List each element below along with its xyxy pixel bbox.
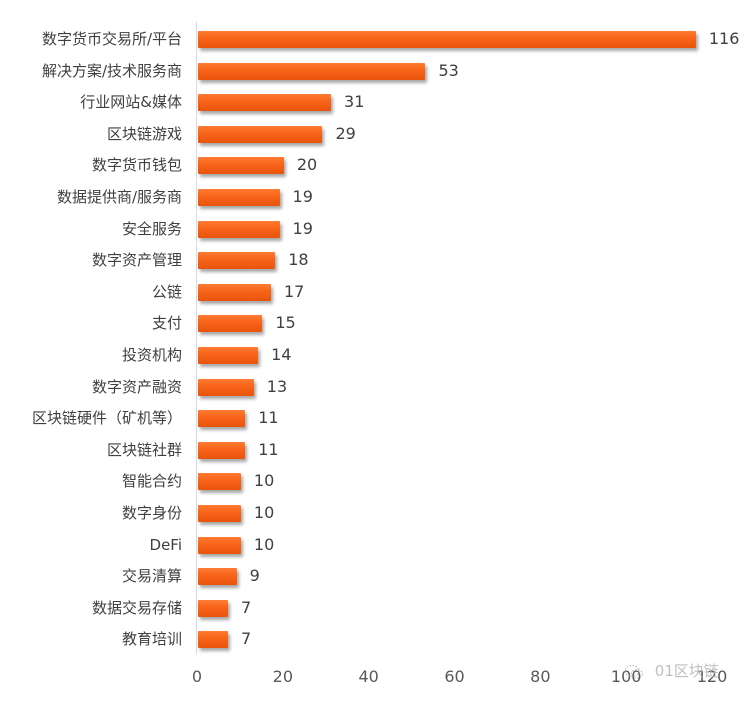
bar [198, 347, 259, 364]
category-label: 数据交易存储 [91, 598, 182, 617]
bar [198, 31, 696, 48]
value-label: 10 [253, 471, 275, 491]
bar [198, 62, 426, 80]
bar [198, 536, 241, 554]
value-label: 29 [335, 123, 356, 143]
category-label: 数字货币交易所/平台 [41, 30, 182, 48]
bar [198, 189, 280, 206]
value-label: 19 [292, 218, 313, 238]
bar [198, 125, 323, 143]
value-label: 10 [253, 503, 275, 522]
category-label: 数字资产融资 [91, 377, 182, 396]
bar [198, 252, 276, 270]
category-label: 交易清算 [121, 567, 182, 586]
x-tick-label: 0 [191, 667, 203, 686]
value-label: 10 [253, 534, 275, 554]
bar [198, 157, 284, 175]
category-label: 区块链硬件（矿机等） [31, 409, 182, 428]
y-axis-line [196, 22, 197, 654]
value-label: 31 [344, 92, 365, 112]
value-label: 9 [249, 566, 260, 586]
category-label: 数字货币钱包 [91, 156, 182, 175]
wechat-icon [624, 664, 644, 680]
category-label: 区块链社群 [106, 440, 182, 459]
x-tick-label: 40 [358, 667, 379, 686]
x-tick-label: 20 [272, 667, 294, 686]
value-label: 20 [296, 155, 318, 175]
bar [198, 568, 237, 586]
value-label: 18 [288, 250, 309, 270]
category-label: 数字身份 [121, 504, 182, 522]
category-label: 解决方案/技术服务商 [41, 61, 182, 80]
category-label: 教育培训 [121, 630, 182, 649]
value-label: 116 [708, 29, 740, 48]
bar [198, 505, 241, 522]
bar [198, 94, 332, 112]
value-label: 13 [266, 376, 288, 396]
value-label: 11 [258, 408, 279, 428]
value-label: 53 [438, 60, 459, 80]
value-label: 7 [241, 629, 252, 649]
watermark: 01区块链 [624, 660, 719, 681]
x-tick-label: 80 [530, 667, 551, 686]
bar [198, 410, 246, 428]
category-label: 数字资产管理 [91, 251, 182, 270]
bar [198, 315, 263, 333]
value-label: 19 [292, 187, 313, 206]
category-label: 投资机构 [121, 346, 182, 364]
value-label: 15 [275, 313, 296, 333]
x-tick-label: 60 [444, 667, 465, 686]
value-label: 17 [283, 281, 305, 301]
x-tick-label: 120 [696, 667, 728, 686]
bar [198, 378, 254, 396]
category-label: 公链 [151, 282, 182, 301]
category-label: 智能合约 [121, 472, 182, 491]
category-label: 安全服务 [121, 219, 182, 238]
bar [198, 631, 229, 649]
bar [198, 441, 246, 459]
category-label: 区块链游戏 [106, 124, 182, 143]
value-label: 7 [241, 597, 252, 617]
bar [198, 283, 271, 301]
category-label: DeFi [149, 535, 182, 554]
x-tick-label: 100 [610, 667, 642, 686]
watermark-text: 01区块链 [654, 662, 719, 680]
category-label: 行业网站&媒体 [80, 93, 182, 112]
category-label: 支付 [151, 314, 182, 333]
value-label: 14 [271, 345, 292, 364]
bar [198, 473, 241, 491]
category-label: 数据提供商/服务商 [56, 188, 182, 206]
bar [198, 220, 280, 238]
value-label: 11 [258, 439, 279, 459]
bar [198, 599, 229, 617]
